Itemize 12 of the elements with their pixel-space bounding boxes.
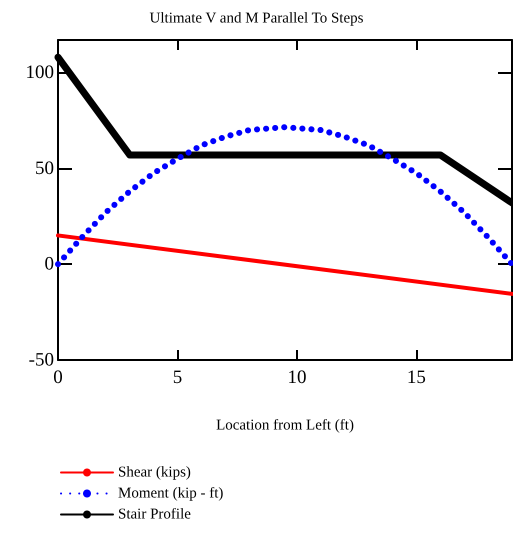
legend-label: Moment (kip - ft)	[118, 486, 224, 502]
y-tick-label: 100	[26, 62, 54, 84]
x-axis-title: Location from Left (ft)	[216, 418, 354, 434]
x-tick-label: 10	[287, 367, 306, 388]
legend-label: Stair Profile	[118, 506, 192, 522]
x-tick-label: 5	[172, 367, 182, 388]
chart-title: Ultimate V and M Parallel To Steps	[150, 10, 364, 26]
y-tick-label: 0	[44, 254, 54, 275]
y-tick-label: 50	[35, 158, 54, 179]
legend-label: Shear (kips)	[118, 464, 191, 480]
x-tick-label: 15	[406, 367, 426, 388]
y-tick-label: -50	[28, 350, 54, 370]
